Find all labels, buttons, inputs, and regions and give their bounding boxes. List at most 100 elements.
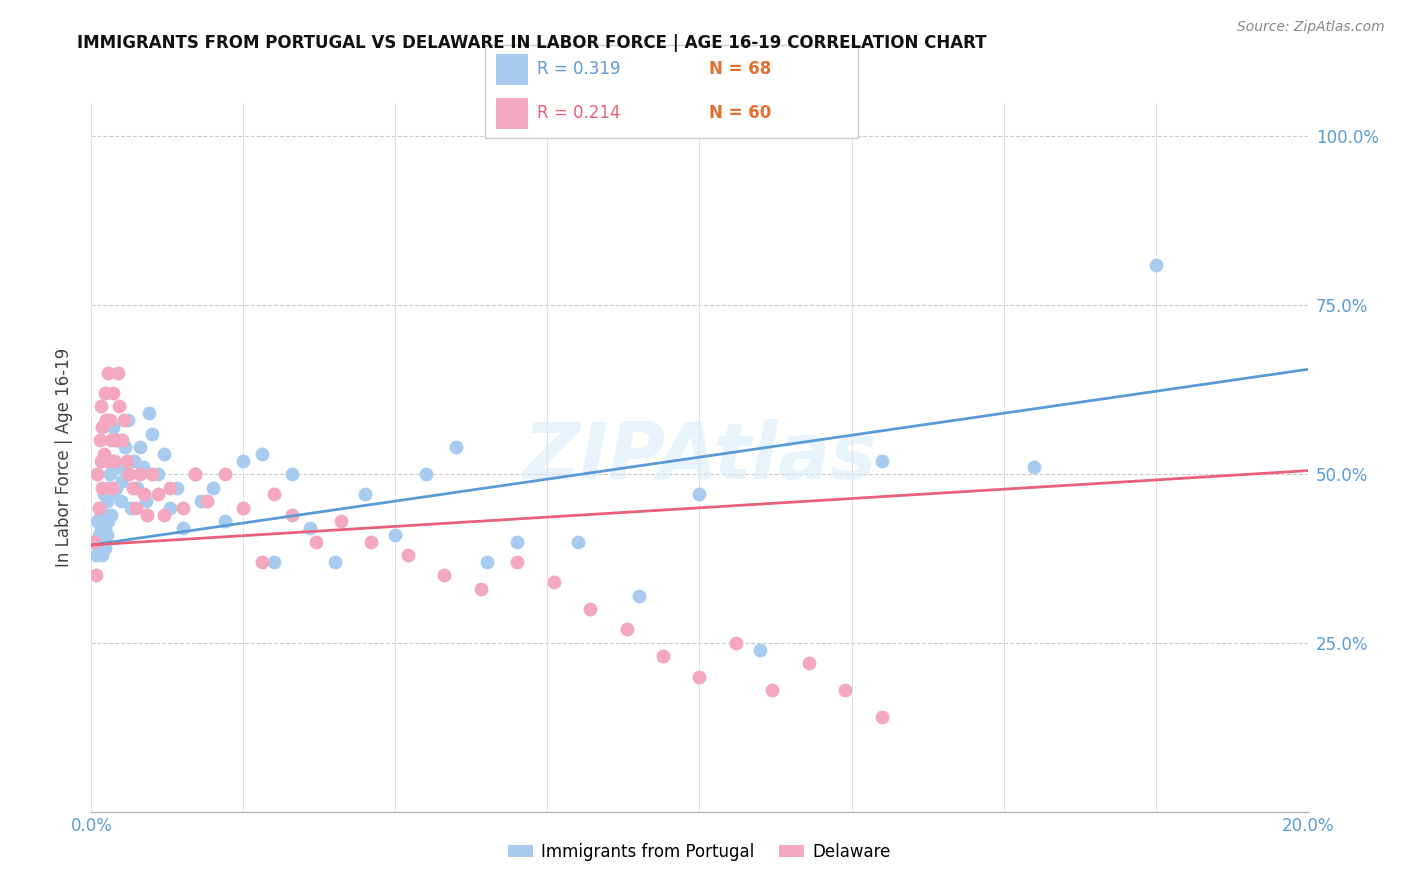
Y-axis label: In Labor Force | Age 16-19: In Labor Force | Age 16-19 — [55, 348, 73, 566]
Point — [506, 534, 529, 549]
Point — [724, 636, 747, 650]
Point — [263, 555, 285, 569]
Point — [104, 434, 127, 448]
Point — [688, 670, 710, 684]
Point — [652, 649, 675, 664]
Point — [172, 521, 194, 535]
Point — [1022, 460, 1045, 475]
Point — [100, 508, 122, 522]
Point — [84, 548, 107, 562]
Point — [90, 508, 112, 522]
Point — [360, 534, 382, 549]
Point — [232, 453, 254, 467]
Point — [96, 494, 118, 508]
Point — [91, 514, 114, 528]
Point — [97, 481, 120, 495]
Point — [195, 494, 218, 508]
Point — [94, 541, 117, 556]
Point — [190, 494, 212, 508]
Point — [475, 555, 498, 569]
Point — [415, 467, 437, 481]
Point — [91, 419, 114, 434]
Text: R = 0.319: R = 0.319 — [537, 60, 620, 78]
Point — [384, 528, 406, 542]
Point — [93, 534, 115, 549]
Point — [159, 500, 181, 515]
Point — [94, 508, 117, 522]
Point — [101, 419, 124, 434]
Point — [299, 521, 322, 535]
Point — [305, 534, 328, 549]
Point — [433, 568, 456, 582]
Point — [112, 413, 135, 427]
Point — [153, 508, 176, 522]
Point — [184, 467, 207, 481]
Point — [108, 400, 131, 414]
Point — [184, 467, 207, 481]
Point — [86, 514, 108, 528]
Point — [329, 514, 352, 528]
Point — [94, 521, 117, 535]
Point — [797, 656, 820, 670]
Point — [250, 555, 273, 569]
Point — [567, 534, 589, 549]
Point — [141, 426, 163, 441]
Text: R = 0.214: R = 0.214 — [537, 103, 620, 121]
Point — [470, 582, 492, 596]
Point — [120, 500, 142, 515]
Point — [214, 467, 236, 481]
Point — [129, 440, 152, 454]
Point — [627, 589, 650, 603]
Point — [96, 453, 118, 467]
Point — [90, 481, 112, 495]
FancyBboxPatch shape — [496, 54, 527, 85]
Point — [114, 440, 136, 454]
Point — [172, 500, 194, 515]
Point — [104, 481, 127, 495]
Point — [579, 602, 602, 616]
FancyBboxPatch shape — [496, 98, 527, 129]
Point — [166, 481, 188, 495]
Text: IMMIGRANTS FROM PORTUGAL VS DELAWARE IN LABOR FORCE | AGE 16-19 CORRELATION CHAR: IMMIGRANTS FROM PORTUGAL VS DELAWARE IN … — [77, 34, 987, 52]
Point — [87, 500, 110, 515]
Point — [98, 413, 121, 427]
Point — [749, 642, 772, 657]
Point — [89, 434, 111, 448]
Point — [86, 467, 108, 481]
Point — [153, 447, 176, 461]
Point — [616, 623, 638, 637]
Point — [159, 481, 181, 495]
Point — [129, 467, 152, 481]
Point — [136, 508, 159, 522]
Point — [761, 683, 783, 698]
Point — [98, 467, 121, 481]
Point — [90, 548, 112, 562]
Point — [688, 487, 710, 501]
Point — [281, 508, 304, 522]
Point — [202, 481, 225, 495]
Point — [93, 487, 115, 501]
Point — [263, 487, 285, 501]
Point — [135, 494, 157, 508]
Point — [107, 366, 129, 380]
Point — [132, 460, 155, 475]
Point — [103, 453, 125, 467]
Point — [214, 514, 236, 528]
Point — [93, 447, 115, 461]
Point — [105, 434, 128, 448]
Text: Source: ZipAtlas.com: Source: ZipAtlas.com — [1237, 20, 1385, 34]
Point — [89, 400, 111, 414]
Point — [125, 500, 148, 515]
Point — [97, 366, 120, 380]
Point — [91, 528, 114, 542]
Point — [122, 453, 145, 467]
Point — [323, 555, 346, 569]
Point — [444, 440, 467, 454]
Point — [90, 453, 112, 467]
Point — [111, 474, 134, 488]
Text: N = 68: N = 68 — [709, 60, 770, 78]
Point — [94, 413, 117, 427]
Point — [141, 467, 163, 481]
Point — [125, 481, 148, 495]
Point — [117, 413, 139, 427]
